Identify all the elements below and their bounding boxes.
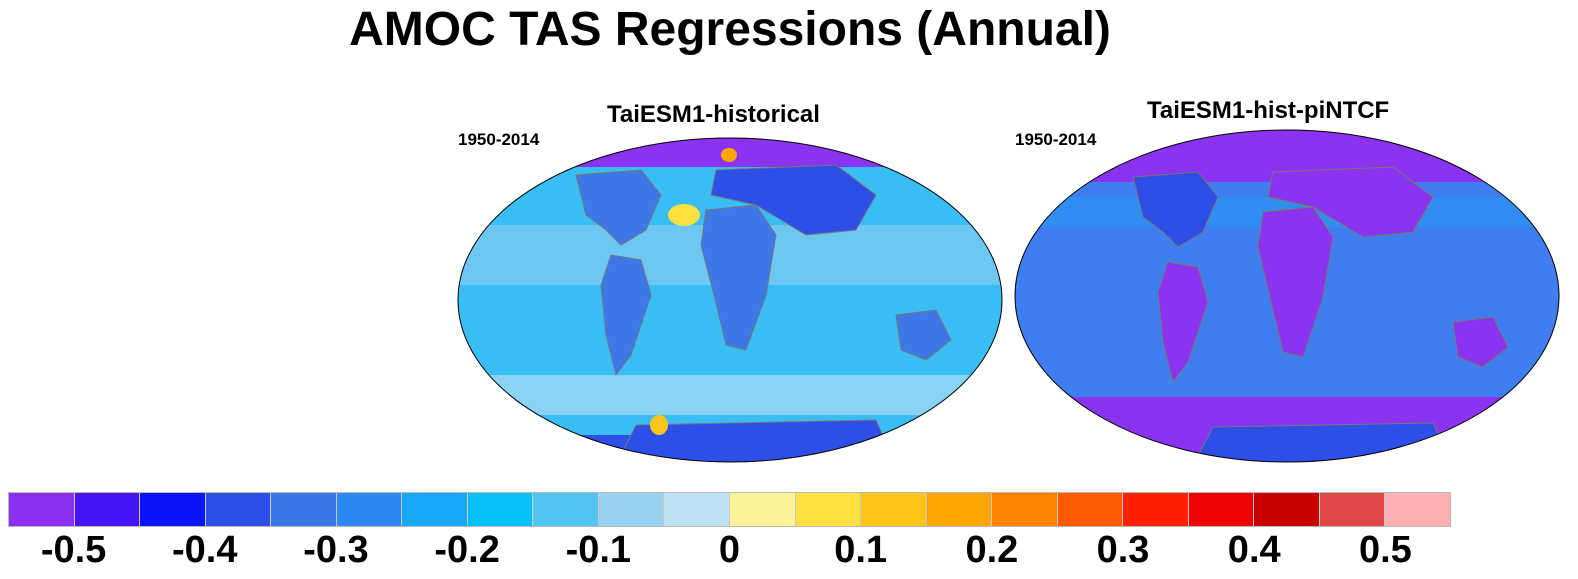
colorbar-swatch [205,493,272,526]
colorbar-tick-label: -0.4 [172,529,238,571]
colorbar-tick-label: -0.5 [40,529,107,571]
colorbar-swatch [1319,493,1386,526]
colorbar-tick-label: -0.2 [434,529,500,571]
colorbar-swatch [598,493,665,526]
panel-title: TaiESM1-historical [607,101,820,128]
colorbar-tick-label: 0.4 [1227,529,1281,571]
colorbar-tick-label: 0.2 [965,529,1019,571]
colorbar-swatch [533,493,599,526]
colorbar-swatch [271,493,337,526]
colorbar-swatch [730,493,796,526]
colorbar-tick-label: -0.1 [565,529,632,571]
colorbar-tick-label: 0 [718,529,741,571]
colorbar-swatch [1123,493,1189,526]
period-label: 1950-2014 [1015,130,1097,149]
colorbar-tick-label: 0.3 [1096,529,1150,571]
colorbar-swatch [336,493,403,526]
colorbar-swatch [926,493,993,526]
colorbar-swatch [795,493,862,526]
colorbar-tick-label: 0.5 [1358,529,1412,571]
colorbar-swatch [861,493,927,526]
world-map-icon [457,137,1003,463]
colorbar-swatch [1057,493,1124,526]
panel-title: TaiESM1-hist-piNTCF [1147,97,1390,124]
figure-title: AMOC TAS Regressions (Annual) [349,3,1111,56]
colorbar-swatch [992,493,1058,526]
colorbar-swatch [467,493,534,526]
colorbar-swatch [402,493,468,526]
colorbar-swatch [1188,493,1255,526]
world-map-icon [1014,129,1560,463]
colorbar-swatch [1254,493,1320,526]
colorbar-tick-label: -0.3 [303,529,369,571]
colorbar-swatch [9,493,75,526]
colorbar [8,492,1451,527]
colorbar-swatch [664,493,731,526]
colorbar-tick-label: 0.1 [834,529,888,571]
colorbar-swatch [1385,493,1451,526]
colorbar-swatch [140,493,206,526]
colorbar-swatch [74,493,141,526]
period-label: 1950-2014 [458,130,540,149]
